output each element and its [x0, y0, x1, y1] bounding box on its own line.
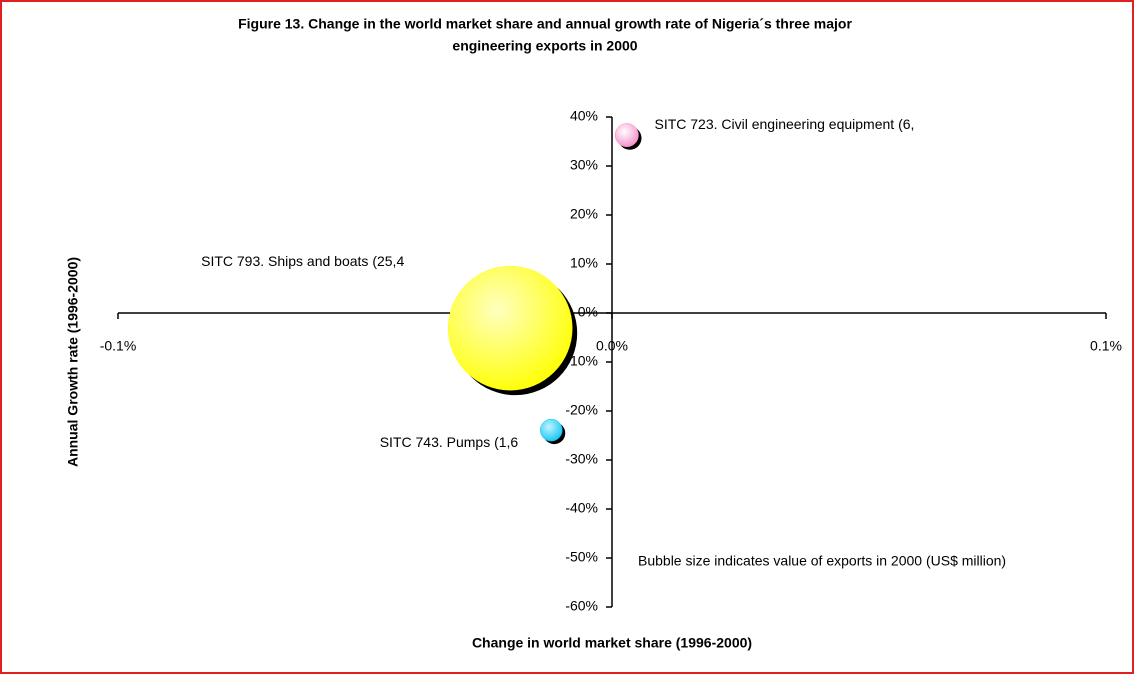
y-tick-label: 0% — [578, 304, 598, 320]
data-label: SITC 723. Civil engineering equipment (6… — [654, 116, 914, 132]
y-axis-label: Annual Growth rate (1996-2000) — [65, 257, 81, 467]
bubble — [614, 123, 639, 148]
y-tick-label: 30% — [570, 157, 598, 173]
annotation: Bubble size indicates value of exports i… — [638, 553, 1006, 569]
bubble — [539, 418, 563, 442]
y-tick-label: -20% — [565, 402, 598, 418]
chart-title: Figure 13. Change in the world market sh… — [238, 16, 852, 32]
y-tick-label: 40% — [570, 108, 598, 124]
x-tick-label: -0.1% — [100, 338, 137, 354]
y-tick-label: -40% — [565, 500, 598, 516]
chart-title: engineering exports in 2000 — [452, 38, 637, 54]
y-tick-label: -30% — [565, 451, 598, 467]
y-tick-label: -60% — [565, 598, 598, 614]
y-tick-label: -10% — [565, 353, 598, 369]
bubble — [447, 265, 573, 391]
x-tick-label: 0.0% — [596, 338, 628, 354]
y-tick-label: 20% — [570, 206, 598, 222]
x-tick-label: 0.1% — [1090, 338, 1122, 354]
y-tick-label: -50% — [565, 549, 598, 565]
data-label: SITC 793. Ships and boats (25,4 — [201, 253, 404, 269]
x-axis-label: Change in world market share (1996-2000) — [472, 635, 752, 651]
data-label: SITC 743. Pumps (1,6 — [380, 434, 519, 450]
y-tick-label: 10% — [570, 255, 598, 271]
